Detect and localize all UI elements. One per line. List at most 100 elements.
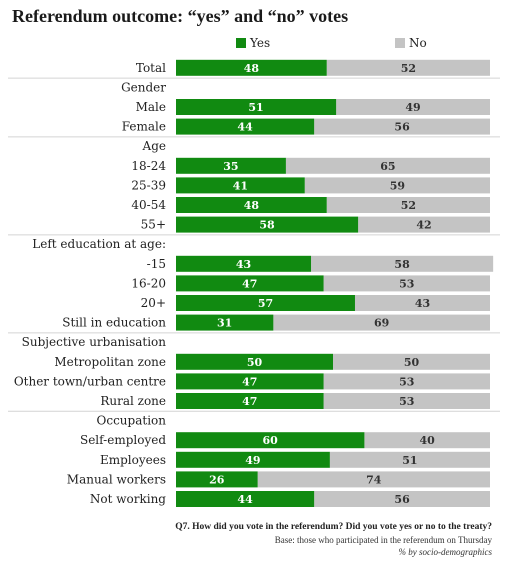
category-label: Still in education (62, 316, 166, 330)
legend-swatch-yes (236, 38, 246, 48)
bar-no (333, 353, 490, 370)
category-label: Male (136, 100, 166, 114)
bar-yes (176, 99, 337, 115)
category-label: Manual workers (67, 472, 166, 486)
no-value-label: 59 (390, 179, 405, 192)
category-label: 55+ (141, 218, 166, 232)
bar-no (358, 216, 490, 233)
bar-yes (176, 275, 324, 292)
no-value-label: 52 (401, 199, 416, 212)
no-value-label: 52 (401, 62, 416, 75)
no-value-label: 65 (380, 160, 395, 173)
bar-yes (176, 491, 315, 507)
category-label: Not working (90, 492, 166, 506)
yes-value-label: 58 (259, 219, 275, 232)
no-value-label: 56 (394, 493, 410, 506)
group-header-label: Gender (121, 80, 166, 94)
category-label: 20+ (141, 296, 166, 310)
legend-label-no: No (409, 36, 427, 50)
no-value-label: 58 (394, 258, 410, 271)
bar-yes (176, 373, 324, 390)
no-value-label: 74 (366, 473, 382, 486)
bar-no (326, 59, 490, 76)
bar-chart: Total 48 52 Gender Male 51 49 Female 44 56 Age 18-2… (8, 59, 500, 507)
bar-no (314, 118, 490, 135)
chart-title: Referendum outcome: “yes” and “no” votes (12, 6, 349, 26)
yes-value-label: 43 (236, 258, 251, 271)
group-header-label: Subjective urbanisation (22, 335, 167, 349)
category-label: Total (136, 61, 166, 75)
footnote-note: % by socio-demographics (398, 547, 492, 557)
category-label: 40-54 (131, 198, 166, 212)
category-label: Rural zone (100, 394, 166, 408)
legend-label-yes: Yes (250, 36, 271, 50)
bar-no (311, 255, 494, 272)
bar-no (304, 177, 490, 194)
category-label: Self-employed (80, 433, 166, 447)
bar-yes (176, 471, 258, 488)
group-header-label: Occupation (97, 414, 167, 428)
yes-value-label: 47 (242, 277, 257, 290)
legend-item-yes: Yes (236, 36, 270, 50)
bar-yes (176, 177, 305, 194)
yes-value-label: 48 (244, 199, 260, 212)
legend-item-no: No (395, 36, 427, 50)
bar-no (314, 491, 490, 507)
bar-yes (176, 393, 324, 409)
bar-no (329, 451, 490, 468)
yes-value-label: 31 (217, 317, 232, 330)
bar-yes (176, 295, 355, 311)
bar-no (323, 373, 490, 390)
bar-yes (176, 118, 315, 135)
bar-no (336, 99, 490, 115)
yes-value-label: 35 (223, 160, 238, 173)
bar-yes (176, 59, 327, 76)
bar-yes (176, 432, 365, 449)
no-value-label: 49 (405, 101, 420, 114)
group-header-label: Age (142, 139, 166, 153)
bar-yes (176, 157, 286, 174)
no-value-label: 42 (416, 219, 431, 232)
no-value-label: 69 (374, 317, 389, 330)
no-value-label: 50 (404, 356, 420, 369)
bar-no (257, 471, 490, 488)
yes-value-label: 26 (209, 473, 225, 486)
category-label: Employees (100, 453, 166, 467)
bar-no (273, 314, 490, 331)
bar-yes (176, 216, 359, 233)
yes-value-label: 48 (244, 62, 260, 75)
yes-value-label: 41 (233, 179, 248, 192)
bar-no (323, 393, 490, 409)
legend: Yes No (0, 36, 530, 52)
category-label: Female (122, 120, 166, 134)
bar-no (364, 432, 490, 449)
bar-no (285, 157, 490, 174)
category-label: Other town/urban centre (14, 374, 166, 388)
legend-swatch-no (395, 38, 405, 48)
bar-yes (176, 314, 274, 331)
bar-yes (176, 353, 333, 370)
category-label: 25-39 (131, 178, 166, 192)
no-value-label: 53 (399, 277, 414, 290)
yes-value-label: 47 (242, 375, 257, 388)
no-value-label: 43 (415, 297, 430, 310)
yes-value-label: 50 (247, 356, 263, 369)
no-value-label: 56 (394, 121, 410, 134)
footnote-question: Q7. How did you vote in the referendum? … (175, 522, 492, 532)
footnote-base: Base: those who participated in the refe… (274, 535, 492, 545)
bar-no (354, 295, 490, 311)
yes-value-label: 60 (263, 434, 279, 447)
yes-value-label: 51 (248, 101, 263, 114)
category-label: 16-20 (131, 276, 166, 290)
bar-yes (176, 197, 327, 213)
yes-value-label: 44 (237, 121, 253, 134)
group-header-label: Left education at age: (32, 237, 166, 251)
no-value-label: 51 (402, 454, 417, 467)
yes-value-label: 49 (245, 454, 260, 467)
yes-value-label: 44 (237, 493, 253, 506)
bar-yes (176, 255, 312, 272)
yes-value-label: 47 (242, 395, 257, 408)
no-value-label: 53 (399, 395, 414, 408)
yes-value-label: 57 (258, 297, 273, 310)
bar-no (326, 197, 490, 213)
